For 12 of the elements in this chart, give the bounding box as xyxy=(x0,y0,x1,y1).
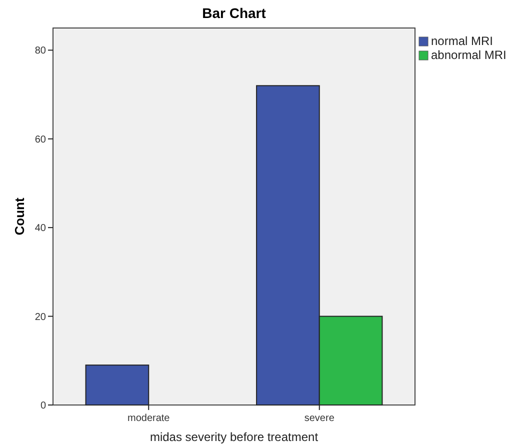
y-tick-label: 20 xyxy=(34,312,46,323)
y-tick-label: 0 xyxy=(40,400,46,412)
x-tick-label: moderate xyxy=(128,413,170,424)
y-tick-label: 80 xyxy=(34,46,46,57)
y-tick-label: 60 xyxy=(34,134,46,146)
x-tick-label: severe xyxy=(304,413,335,424)
y-tick-label: 40 xyxy=(34,223,46,234)
y-axis-title: Count xyxy=(12,197,27,236)
chart-title: Bar Chart xyxy=(202,5,266,21)
legend-label: abnormal MRI xyxy=(431,48,506,62)
x-axis-title: midas severity before treatment xyxy=(150,430,319,444)
legend-label: normal MRI xyxy=(431,34,494,48)
